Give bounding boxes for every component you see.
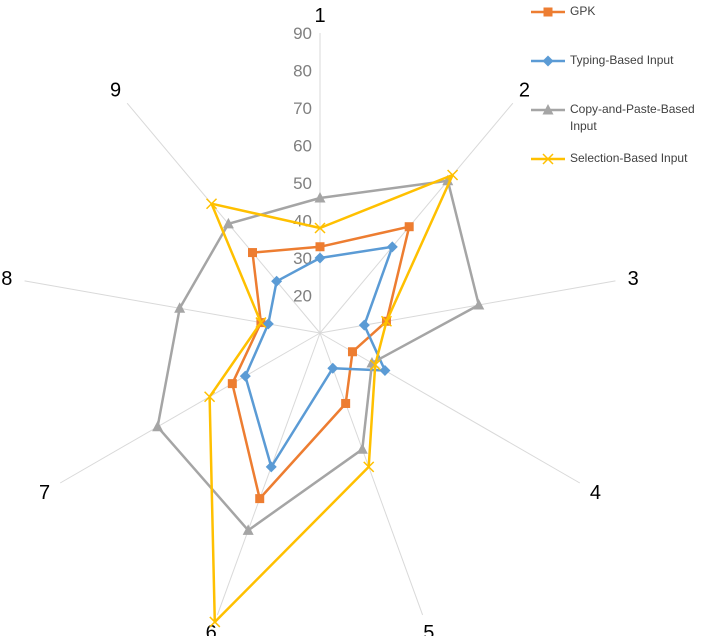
radial-tick-label: 60 [293,137,312,156]
data-point-8 [255,317,267,329]
data-point-6 [265,461,277,473]
category-label-4: 4 [590,482,601,504]
legend-swatch [531,104,565,115]
radial-tick-label: 30 [293,249,312,268]
legend-label: Typing-Based Input [570,53,674,67]
data-point-5 [327,362,339,374]
series-line [156,179,481,532]
radial-tick-label: 50 [293,174,312,193]
data-point-6 [242,524,254,535]
category-label-7: 7 [39,482,50,504]
data-point-7 [239,370,251,382]
data-point-4 [379,365,391,376]
data-point-6 [209,616,221,628]
data-point-3 [473,298,485,310]
spoke-3 [319,280,616,334]
data-series [152,169,485,628]
radial-tick-label: 80 [293,62,312,81]
spoke-9 [126,102,321,334]
legend-swatch [531,55,565,67]
data-point-9 [222,217,234,229]
category-label-3: 3 [628,268,639,290]
spoke-2 [319,102,514,334]
radial-tick-label: 70 [293,99,312,118]
data-point-7 [204,391,216,403]
category-label-1: 1 [314,5,325,27]
spoke-4 [319,332,581,484]
data-point-1 [314,192,326,203]
chart-legend: GPK Typing-Based Input Copy-and-Paste-Base… [530,0,712,196]
spoke-5 [319,332,424,616]
series-selection-based-input [204,169,459,628]
data-point-4 [369,359,381,371]
data-point-3 [358,319,370,331]
series-line [231,225,411,500]
data-point-8 [174,302,186,313]
data-point-1 [314,252,326,264]
spoke-7 [59,332,321,484]
radial-tick-label: 20 [293,287,312,306]
data-point-2 [404,222,414,232]
radial-tick-label: 90 [293,24,312,43]
data-point-3 [380,315,393,327]
legend-item: GPK [530,0,712,49]
radar-spokes [24,33,616,616]
legend-label: Copy-and-Paste-Based Input [570,102,695,133]
spoke-6 [216,332,321,616]
data-point-5 [363,461,375,473]
radial-tick-label: 40 [293,212,312,231]
legend-item: Copy-and-Paste-Based Input [530,98,712,147]
legend-swatch [531,153,565,165]
category-label-2: 2 [519,79,530,101]
data-point-9 [205,198,218,210]
category-label-8: 8 [1,268,12,290]
data-point-9 [271,275,283,287]
data-point-2 [386,241,398,253]
data-point-1 [314,222,326,234]
data-point-9 [248,248,258,258]
legend-swatch [531,7,565,17]
category-labels: 1 2 3 4 5 6 7 8 9 [1,5,638,636]
data-point-4 [347,347,357,357]
legend-item: Selection-Based Input [530,147,712,196]
data-point-7 [152,420,164,432]
legend-label: GPK [570,4,596,18]
series-typing-based-input [239,241,398,473]
data-point-2 [447,169,459,181]
data-point-6 [255,494,265,504]
category-label-6: 6 [206,622,217,636]
data-point-5 [356,443,368,454]
data-point-7 [227,379,237,389]
legend-label: Selection-Based Input [570,151,688,165]
legend-item: Typing-Based Input [530,49,712,98]
data-point-5 [341,398,351,408]
data-point-1 [315,242,325,252]
category-label-5: 5 [423,622,434,636]
category-label-9: 9 [110,79,121,101]
series-line [208,173,454,624]
series-line [244,245,394,469]
